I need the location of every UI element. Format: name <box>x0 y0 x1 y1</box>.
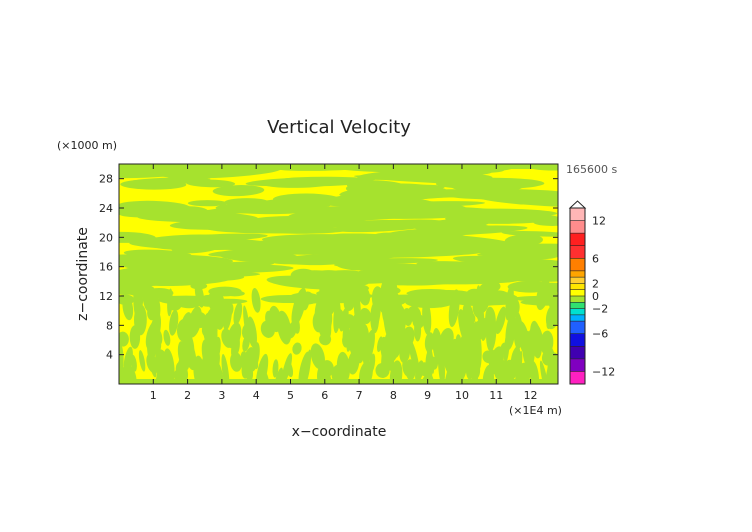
x-tick-label: 1 <box>150 389 157 402</box>
colorbar-band <box>570 208 585 221</box>
colorbar-band <box>570 258 585 271</box>
colorbar-label: −12 <box>592 365 615 378</box>
x-tick-label: 9 <box>424 389 431 402</box>
colorbar-band <box>570 233 585 246</box>
y-tick-label: 12 <box>99 290 113 303</box>
colorbar-label: 6 <box>592 252 599 265</box>
colorbar-label: −6 <box>592 328 608 341</box>
x-tick-label: 4 <box>253 389 260 402</box>
colorbar-band <box>570 371 585 384</box>
colorbar-label: 12 <box>592 215 606 228</box>
y-unit-label: (×1000 m) <box>57 139 117 152</box>
colorbar-band <box>570 321 585 334</box>
colorbar-band <box>570 358 585 372</box>
x-tick-label: 2 <box>184 389 191 402</box>
x-axis-label: x−coordinate <box>292 424 387 440</box>
x-axis: 1 2 3 4 5 6 7 8 9 10 11 12 <box>150 164 538 402</box>
y-tick-label: 16 <box>99 261 113 274</box>
y-tick-label: 24 <box>99 202 113 215</box>
colorbar-band <box>570 277 585 284</box>
y-axis-label: z−coordinate <box>75 227 91 321</box>
colorbar-band <box>570 308 585 315</box>
colorbar-label: −2 <box>592 303 608 316</box>
x-tick-label: 3 <box>218 389 225 402</box>
colorbar-band <box>570 333 585 347</box>
x-unit-label: (×1E4 m) <box>509 404 562 417</box>
colorbar-band <box>570 302 585 309</box>
colorbar-band <box>570 346 585 359</box>
x-tick-label: 11 <box>489 389 503 402</box>
colorbar-band <box>570 314 585 322</box>
time-label: 165600 s <box>566 163 617 176</box>
colorbar-band <box>570 220 585 234</box>
y-tick-label: 28 <box>99 173 113 186</box>
colorbar-band <box>570 245 585 259</box>
y-tick-label: 8 <box>106 319 113 332</box>
colorbar-label: 2 <box>592 277 599 290</box>
x-tick-label: 10 <box>455 389 469 402</box>
x-tick-label: 8 <box>390 389 397 402</box>
colorbar-band <box>570 270 585 278</box>
heatmap-field <box>119 164 558 384</box>
y-tick-label: 4 <box>106 349 113 362</box>
colorbar-arrow <box>568 200 587 209</box>
y-axis: 4 8 12 16 20 24 28 <box>99 173 558 362</box>
colorbar-band <box>570 296 585 303</box>
x-tick-label: 12 <box>524 389 538 402</box>
x-tick-label: 6 <box>321 389 328 402</box>
x-tick-label: 5 <box>287 389 294 402</box>
chart-title: Vertical Velocity <box>267 117 411 138</box>
colorbar-label: 0 <box>592 290 599 303</box>
colorbar-band <box>570 283 585 290</box>
colorbar-band <box>570 289 585 296</box>
colorbar: 12 6 20−2 −6 −12 <box>568 200 615 385</box>
plot-frame <box>118 163 559 385</box>
y-tick-label: 20 <box>99 231 113 244</box>
x-tick-label: 7 <box>356 389 363 402</box>
